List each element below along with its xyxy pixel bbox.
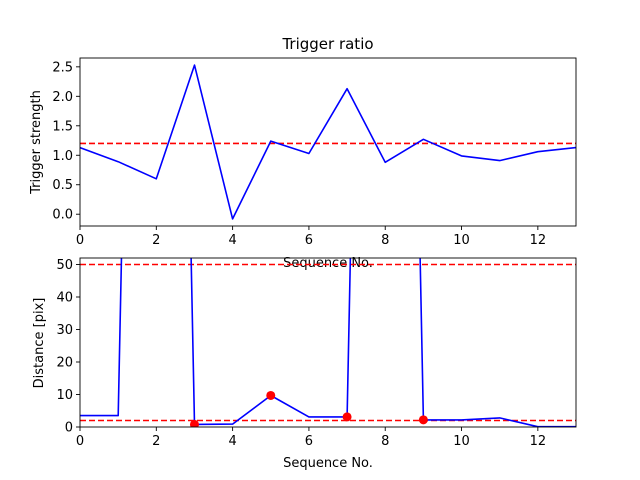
plot-area: [80, 64, 576, 220]
data-point: [418, 415, 428, 425]
y-tick-label: 0.0: [52, 208, 73, 223]
data-point: [266, 390, 276, 400]
x-tick-label: 0: [76, 233, 84, 248]
y-tick-label: 40: [56, 291, 73, 306]
series-line: [80, 258, 576, 427]
y-tick-label: 1.0: [52, 149, 73, 164]
data-point: [342, 412, 352, 422]
x-tick-label: 12: [530, 233, 547, 248]
x-tick-label: 6: [305, 434, 313, 449]
x-tick-label: 2: [152, 434, 160, 449]
data-point: [189, 419, 199, 427]
x-tick-label: 10: [453, 434, 470, 449]
x-tick-label: 10: [453, 233, 470, 248]
trigger-ratio-panel: Trigger ratio 0 2 4 6 8 10 12 0.0 0.5 1.0 1.5 2.0 2.…: [29, 35, 577, 271]
y-tick-label: 0: [65, 421, 73, 436]
y-tick-label: 2.0: [52, 90, 73, 105]
distance-panel: 0 2 4 6 8 10 12 0 10 20 30 40 50 Sequence No. Distan…: [32, 257, 577, 471]
x-tick-label: 8: [381, 434, 389, 449]
y-axis-label: Trigger strength: [29, 90, 44, 195]
x-tick-label: 4: [228, 434, 236, 449]
y-tick-label: 30: [56, 323, 73, 338]
chart-title: Trigger ratio: [281, 35, 373, 53]
plot-frame: [79, 57, 577, 227]
y-tick-label: 50: [56, 258, 73, 273]
x-axis-label: Sequence No.: [283, 456, 373, 471]
series-line: [80, 64, 576, 220]
y-tick-label: 20: [56, 356, 73, 371]
x-tick-label: 4: [228, 233, 236, 248]
y-tick-label: 10: [56, 388, 73, 403]
y-tick-label: 1.5: [52, 119, 73, 134]
x-tick-label: 0: [76, 434, 84, 449]
y-axis-label: Distance [pix]: [32, 298, 47, 389]
x-tick-label: 12: [530, 434, 547, 449]
y-tick-label: 2.5: [52, 60, 73, 75]
y-tick-label: 0.5: [52, 178, 73, 193]
plot-frame: [79, 257, 577, 428]
x-tick-label: 6: [305, 233, 313, 248]
x-tick-label: 8: [381, 233, 389, 248]
plot-area: [80, 258, 576, 427]
x-tick-label: 2: [152, 233, 160, 248]
